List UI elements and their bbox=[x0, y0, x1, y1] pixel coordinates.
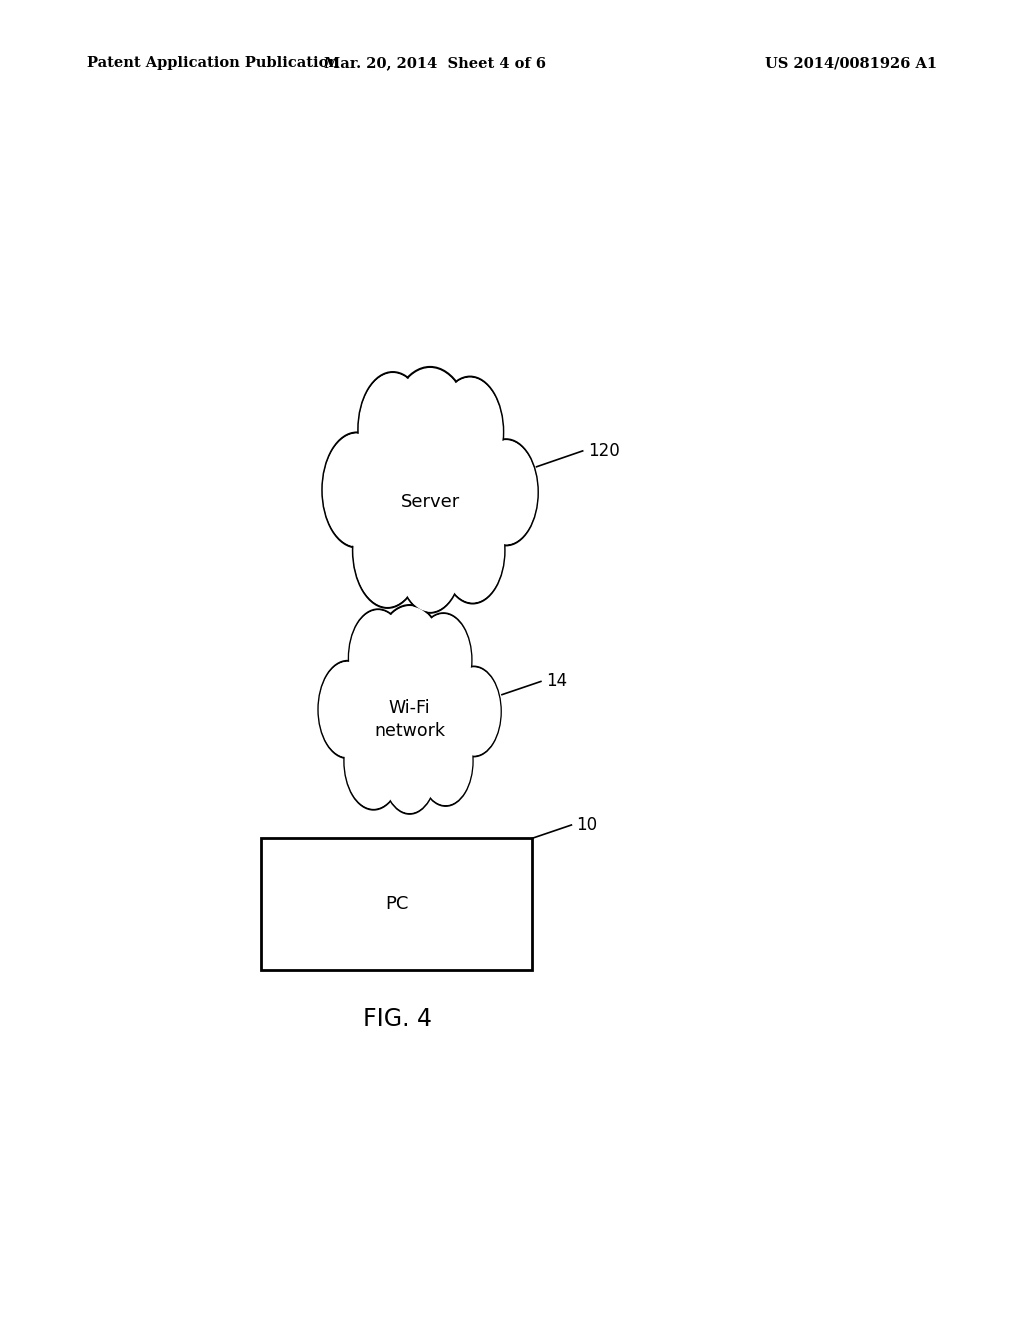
Ellipse shape bbox=[474, 440, 538, 545]
Ellipse shape bbox=[447, 668, 500, 755]
Ellipse shape bbox=[319, 663, 376, 756]
Ellipse shape bbox=[375, 607, 444, 723]
Ellipse shape bbox=[419, 715, 473, 807]
Ellipse shape bbox=[354, 495, 421, 606]
Ellipse shape bbox=[420, 718, 472, 804]
Text: 10: 10 bbox=[577, 816, 598, 834]
Ellipse shape bbox=[344, 713, 402, 809]
Ellipse shape bbox=[384, 726, 435, 812]
Ellipse shape bbox=[323, 433, 391, 548]
Text: Patent Application Publication: Patent Application Publication bbox=[87, 57, 339, 70]
Ellipse shape bbox=[440, 498, 505, 603]
Ellipse shape bbox=[349, 610, 408, 706]
Ellipse shape bbox=[350, 611, 407, 705]
Ellipse shape bbox=[370, 396, 489, 595]
Ellipse shape bbox=[438, 379, 502, 486]
Ellipse shape bbox=[387, 367, 473, 508]
Ellipse shape bbox=[383, 723, 436, 814]
Text: FIG. 4: FIG. 4 bbox=[362, 1007, 432, 1031]
Ellipse shape bbox=[436, 376, 503, 487]
Text: Server: Server bbox=[400, 492, 460, 511]
Ellipse shape bbox=[353, 492, 422, 609]
Text: Mar. 20, 2014  Sheet 4 of 6: Mar. 20, 2014 Sheet 4 of 6 bbox=[325, 57, 546, 70]
Ellipse shape bbox=[398, 507, 462, 612]
Ellipse shape bbox=[373, 400, 487, 591]
Ellipse shape bbox=[345, 714, 401, 808]
Ellipse shape bbox=[359, 374, 426, 484]
Ellipse shape bbox=[399, 508, 461, 611]
Ellipse shape bbox=[416, 615, 471, 705]
Text: Wi-Fi
network: Wi-Fi network bbox=[374, 700, 445, 739]
Ellipse shape bbox=[416, 614, 472, 706]
Text: PC: PC bbox=[385, 895, 409, 913]
Ellipse shape bbox=[446, 667, 501, 756]
Ellipse shape bbox=[389, 370, 471, 506]
Ellipse shape bbox=[324, 434, 390, 545]
Ellipse shape bbox=[360, 634, 459, 796]
Ellipse shape bbox=[374, 605, 445, 725]
Text: 14: 14 bbox=[546, 672, 567, 690]
Ellipse shape bbox=[318, 661, 377, 758]
Text: US 2014/0081926 A1: US 2014/0081926 A1 bbox=[765, 57, 937, 70]
Ellipse shape bbox=[358, 372, 427, 487]
Bar bbox=[261, 838, 532, 970]
Text: 120: 120 bbox=[588, 442, 620, 459]
Ellipse shape bbox=[475, 441, 537, 544]
Ellipse shape bbox=[359, 630, 461, 799]
Ellipse shape bbox=[441, 499, 504, 602]
